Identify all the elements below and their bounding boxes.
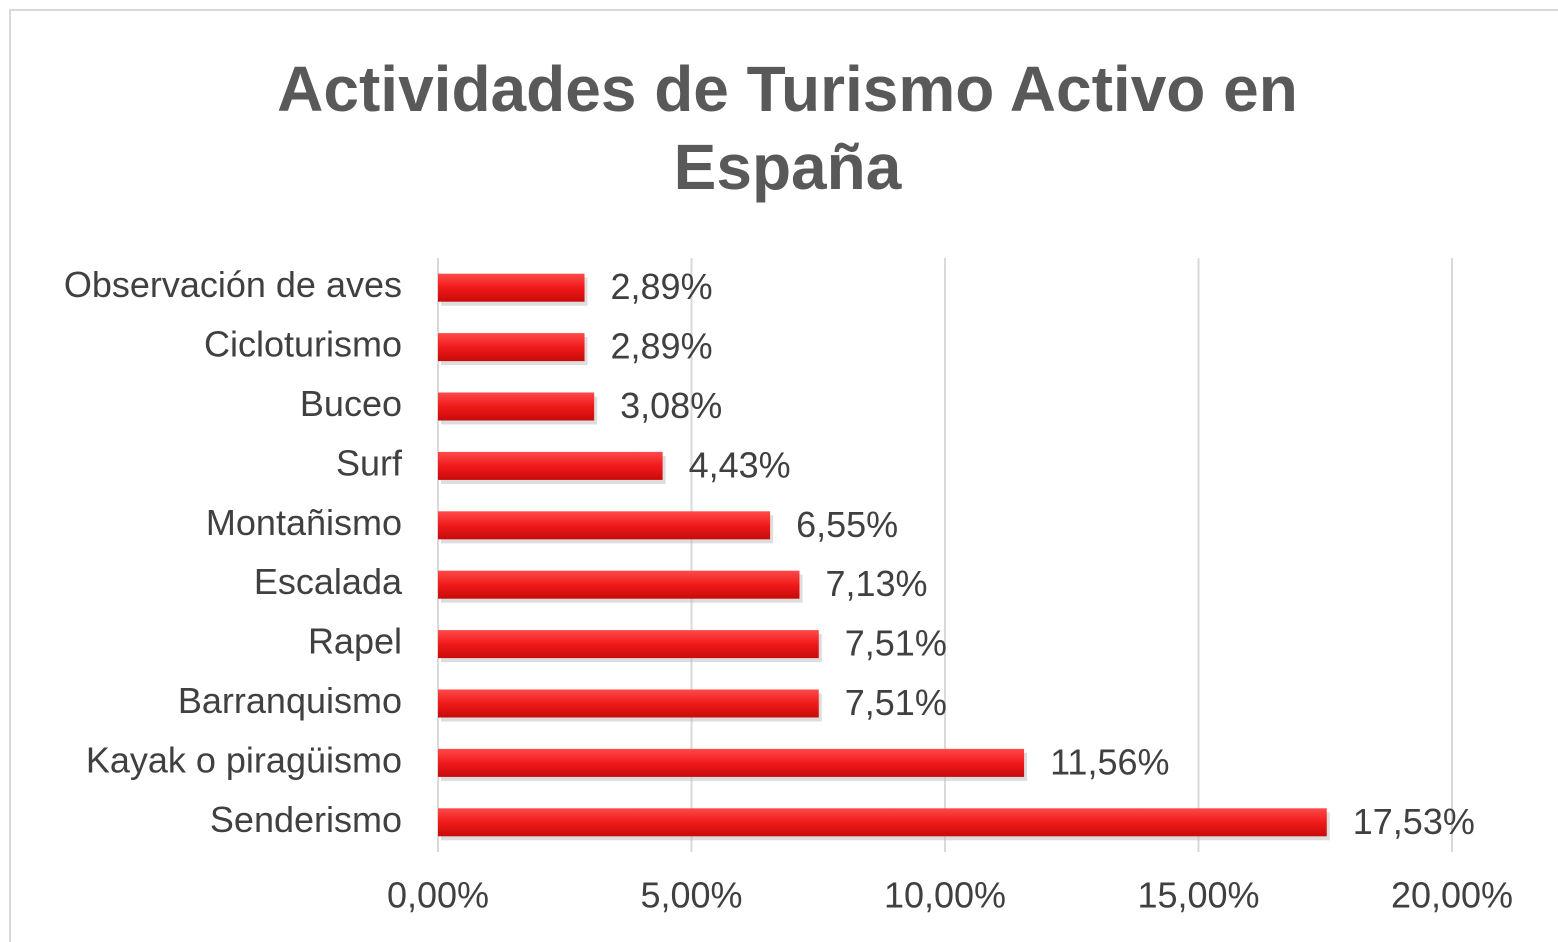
x-tick-label: 5,00% (640, 875, 742, 916)
bar (438, 511, 771, 540)
bar (438, 630, 819, 659)
x-tick-label: 20,00% (1391, 875, 1513, 916)
bar (438, 273, 585, 302)
chart-frame (9, 9, 1558, 942)
y-tick-label: Barranquismo (178, 680, 402, 721)
bar (438, 689, 819, 718)
x-tick-label: 0,00% (387, 875, 489, 916)
data-label: 7,51% (845, 682, 947, 723)
y-tick-label: Surf (336, 442, 403, 483)
bar (438, 570, 800, 599)
bar (438, 808, 1327, 837)
y-tick-label: Rapel (308, 621, 402, 662)
data-label: 3,08% (620, 385, 722, 426)
x-tick-label: 10,00% (884, 875, 1006, 916)
data-label: 7,13% (825, 563, 927, 604)
bar (438, 748, 1025, 777)
data-label: 2,89% (611, 266, 713, 307)
data-label: 4,43% (689, 444, 791, 485)
data-label: 11,56% (1050, 741, 1169, 782)
bar (438, 451, 663, 480)
y-tick-label: Cicloturismo (204, 324, 402, 365)
y-tick-label: Kayak o piragüismo (86, 739, 402, 780)
bar (438, 392, 595, 421)
y-tick-label: Montañismo (206, 502, 402, 543)
bar (438, 333, 585, 362)
x-tick-label: 15,00% (1137, 875, 1259, 916)
data-label: 2,89% (611, 326, 713, 367)
data-label: 6,55% (796, 504, 898, 545)
y-tick-label: Buceo (300, 383, 402, 424)
y-tick-label: Escalada (254, 561, 403, 602)
data-label: 7,51% (845, 623, 947, 664)
chart-title: Actividades de Turismo Activo en España (277, 53, 1298, 203)
y-tick-label: Senderismo (210, 799, 402, 840)
data-label: 17,53% (1353, 801, 1475, 842)
y-tick-label: Observación de aves (64, 264, 402, 305)
